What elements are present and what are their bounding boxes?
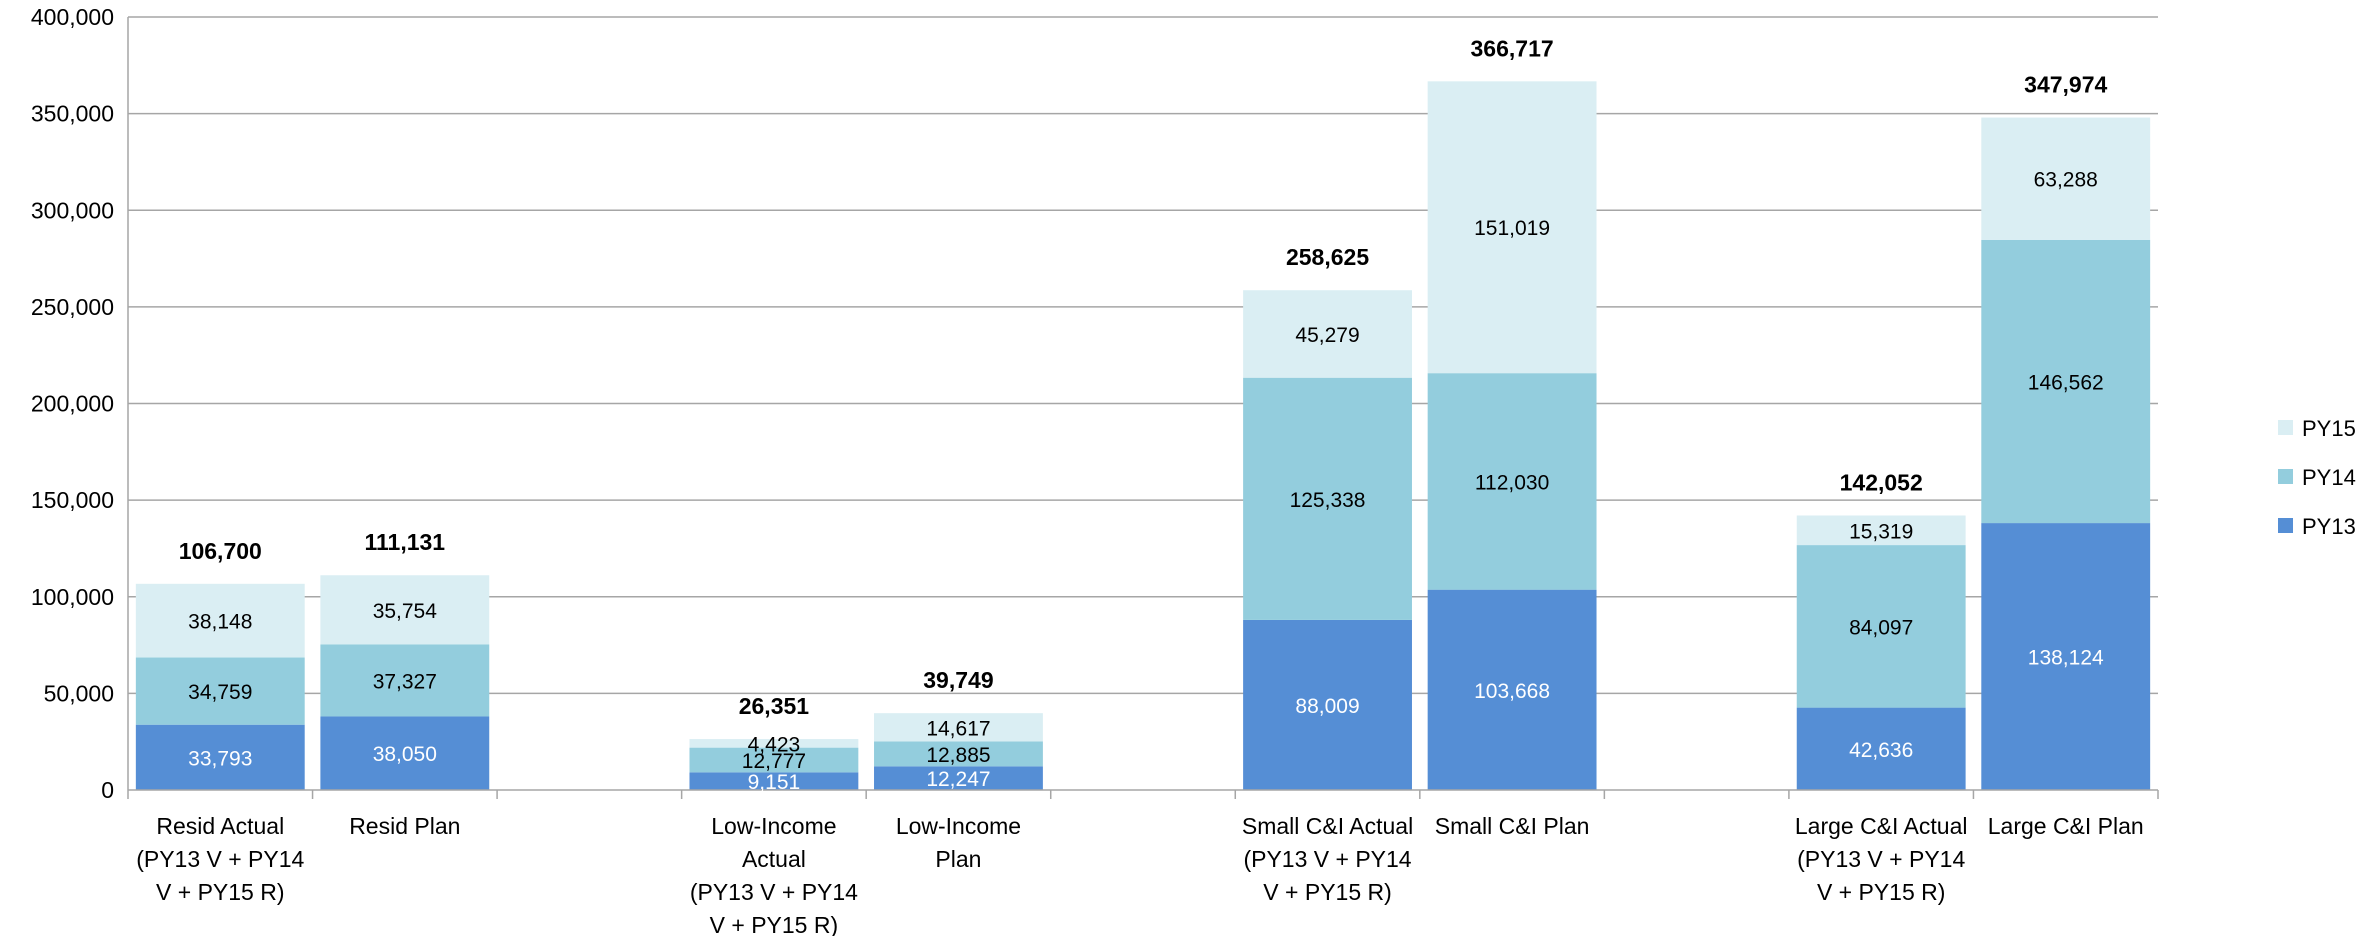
segment-value-label: 12,885 [926, 744, 990, 767]
category-label: Low-Income [896, 813, 1021, 839]
category-label: Low-Income [711, 813, 836, 839]
segment-value-label: 12,777 [742, 750, 806, 773]
bar-segment-py14 [1796, 545, 1966, 708]
segment-value-label: 146,562 [2028, 371, 2104, 394]
segment-value-label: 151,019 [1474, 217, 1550, 240]
legend-swatch-py14 [2278, 469, 2293, 484]
segment-value-label: 84,097 [1849, 616, 1913, 639]
bar-segment-py15 [1981, 117, 2151, 240]
legend-swatch-py15 [2278, 420, 2293, 435]
bar-segment-py13 [1981, 523, 2151, 790]
category-label: V + PY15 R) [1263, 879, 1391, 905]
bar-segment-py15 [135, 583, 305, 658]
bar-segment-py14 [1243, 377, 1412, 620]
segment-value-label: 125,338 [1290, 489, 1366, 512]
segment-value-label: 103,668 [1474, 680, 1550, 703]
bar-segment-py15 [1427, 81, 1597, 374]
total-value-label: 39,749 [923, 667, 993, 693]
segment-value-label: 15,319 [1849, 520, 1913, 543]
category-label: (PY13 V + PY14 [690, 879, 858, 905]
category-label: Small C&I Actual [1242, 813, 1413, 839]
total-value-label: 142,052 [1840, 469, 1923, 495]
segment-value-label: 42,636 [1849, 739, 1913, 762]
legend-label-py13: PY13 [2302, 514, 2356, 539]
bar-segment-py15 [689, 739, 859, 748]
legend: PY15 PY14 PY13 [2278, 416, 2356, 539]
y-tick-label: 200,000 [31, 391, 114, 417]
category-label: Resid Plan [349, 813, 460, 839]
segment-value-label: 35,754 [373, 600, 438, 623]
category-label: (PY13 V + PY14 [1797, 846, 1965, 872]
bar-segment-py13 [874, 766, 1043, 790]
category-label: (PY13 V + PY14 [1243, 846, 1411, 872]
segment-value-label: 112,030 [1475, 471, 1549, 494]
segment-value-label: 138,124 [2028, 647, 2104, 670]
bar-segment-py13 [1796, 707, 1966, 790]
segment-value-label: 63,288 [2034, 169, 2098, 192]
segment-value-label: 9,151 [748, 771, 801, 794]
segment-value-label: 33,793 [188, 747, 252, 770]
category-label: Large C&I Actual [1795, 813, 1968, 839]
bar-segment-py14 [689, 747, 859, 773]
bar-segment-py14 [1427, 373, 1597, 590]
category-label: V + PY15 R) [156, 879, 284, 905]
bar-segment-py13 [689, 772, 859, 790]
legend-swatch-py13 [2278, 518, 2293, 533]
segment-value-label: 14,617 [926, 717, 990, 740]
category-label: (PY13 V + PY14 [136, 846, 304, 872]
bar-segment-py14 [874, 741, 1043, 767]
y-tick-label: 0 [101, 777, 114, 803]
segment-value-label: 37,327 [373, 670, 437, 693]
axes: 0 50,000 100,000 150,000 200,000 250,000 300,0… [31, 4, 2159, 938]
bar-segment-py13 [320, 716, 490, 790]
total-value-label: 366,717 [1471, 35, 1554, 61]
segment-value-label: 38,050 [373, 743, 437, 766]
y-tick-label: 100,000 [31, 584, 114, 610]
bar-segment-py15 [1796, 515, 1966, 546]
bar-segment-py15 [874, 713, 1043, 742]
bar-segment-py15 [1243, 290, 1412, 378]
bar-segment-py15 [320, 575, 490, 645]
segment-value-label: 45,279 [1295, 324, 1359, 347]
bar-segment-py13 [135, 724, 305, 790]
legend-label-py15: PY15 [2302, 416, 2356, 441]
segment-value-label: 38,148 [188, 611, 252, 634]
category-label: V + PY15 R) [1817, 879, 1945, 905]
y-tick-label: 150,000 [31, 487, 114, 513]
y-tick-label: 250,000 [31, 294, 114, 320]
category-label: V + PY15 R) [710, 912, 838, 936]
y-tick-label: 300,000 [31, 197, 114, 223]
category-label: Plan [935, 846, 981, 872]
total-value-label: 347,974 [2024, 72, 2107, 98]
bar-segment-py13 [1243, 619, 1412, 790]
category-label: Small C&I Plan [1435, 813, 1590, 839]
bar-segment-py14 [1981, 239, 2151, 524]
data-labels: 33,793 34,759 38,148 106,700 38,050 37,327 35,… [179, 35, 2108, 794]
total-value-label: 258,625 [1286, 244, 1369, 270]
segment-value-label: 88,009 [1295, 695, 1359, 718]
total-value-label: 111,131 [365, 529, 446, 555]
category-label: Large C&I Plan [1988, 813, 2144, 839]
total-value-label: 26,351 [739, 693, 810, 719]
y-tick-label: 50,000 [44, 680, 114, 706]
category-label: Actual [742, 846, 806, 872]
legend-label-py14: PY14 [2302, 465, 2356, 490]
bar-segment-py14 [320, 644, 490, 717]
segment-value-label: 4,423 [748, 733, 801, 756]
y-tick-label: 400,000 [31, 4, 114, 30]
category-label: Resid Actual [156, 813, 284, 839]
bars [135, 81, 2151, 790]
bar-segment-py14 [135, 657, 305, 725]
bar-segment-py13 [1427, 589, 1597, 790]
segment-value-label: 12,247 [926, 768, 990, 791]
total-value-label: 106,700 [179, 538, 262, 564]
y-tick-label: 350,000 [31, 101, 114, 127]
segment-value-label: 34,759 [188, 681, 252, 704]
